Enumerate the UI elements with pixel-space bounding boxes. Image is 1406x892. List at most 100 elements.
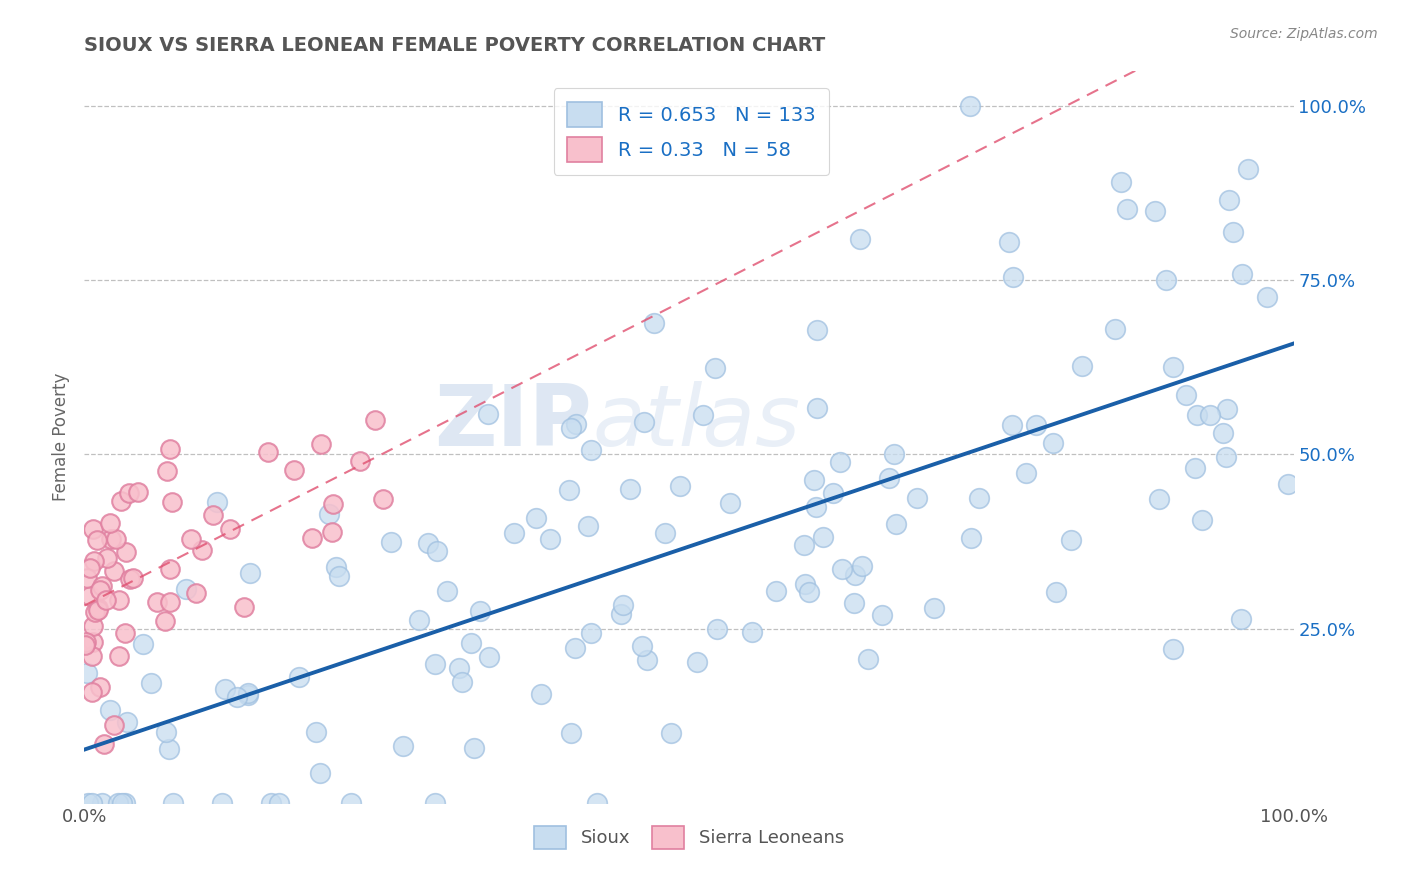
Point: [967, 491, 990, 505]
Point: [524, 511, 547, 525]
Legend: Sioux, Sierra Leoneans: Sioux, Sierra Leoneans: [523, 814, 855, 860]
Point: [87, 601, 110, 615]
Point: [267, 796, 290, 810]
Point: [1060, 533, 1083, 548]
Point: [560, 725, 582, 739]
Point: [77, 796, 100, 810]
Point: [79, 561, 101, 575]
Point: [201, 508, 224, 522]
Point: [1002, 269, 1025, 284]
Point: [159, 442, 181, 457]
Point: [232, 599, 254, 614]
Point: [73, 638, 96, 652]
Point: [1154, 273, 1177, 287]
Point: [870, 607, 893, 622]
Point: [959, 99, 981, 113]
Point: [89, 583, 111, 598]
Point: [162, 796, 184, 810]
Point: [793, 538, 815, 552]
Point: [1147, 492, 1170, 507]
Point: [156, 464, 179, 478]
Point: [1042, 436, 1064, 450]
Point: [631, 639, 654, 653]
Point: [98, 516, 121, 531]
Point: [1001, 417, 1024, 432]
Point: [538, 532, 561, 546]
Point: [127, 484, 149, 499]
Point: [86, 533, 108, 547]
Point: [503, 526, 526, 541]
Point: [98, 703, 121, 717]
Point: [107, 796, 129, 810]
Point: [236, 688, 259, 702]
Point: [922, 600, 945, 615]
Point: [884, 517, 907, 532]
Point: [804, 500, 827, 514]
Point: [364, 412, 387, 426]
Point: [371, 491, 394, 506]
Point: [93, 737, 115, 751]
Point: [118, 572, 141, 586]
Point: [610, 607, 633, 622]
Point: [91, 578, 114, 592]
Point: [811, 530, 834, 544]
Point: [718, 496, 741, 510]
Point: [1198, 409, 1220, 423]
Point: [82, 685, 104, 699]
Point: [806, 323, 828, 337]
Point: [1191, 513, 1213, 527]
Point: [877, 470, 900, 484]
Point: [108, 593, 131, 607]
Point: [1215, 401, 1237, 416]
Point: [842, 596, 865, 610]
Point: [478, 650, 501, 665]
Point: [100, 532, 122, 546]
Point: [1109, 175, 1132, 189]
Point: [380, 535, 402, 549]
Point: [1212, 426, 1234, 441]
Point: [799, 585, 821, 599]
Point: [87, 603, 110, 617]
Point: [155, 725, 177, 739]
Point: [1215, 450, 1237, 464]
Point: [470, 604, 492, 618]
Point: [139, 676, 162, 690]
Point: [477, 407, 499, 421]
Point: [1104, 322, 1126, 336]
Point: [1230, 612, 1253, 626]
Y-axis label: Female Poverty: Female Poverty: [52, 373, 70, 501]
Point: [114, 796, 136, 810]
Point: [654, 526, 676, 541]
Point: [706, 622, 728, 636]
Point: [94, 593, 117, 607]
Point: [1161, 642, 1184, 657]
Point: [1175, 387, 1198, 401]
Point: [174, 582, 197, 596]
Point: [82, 522, 104, 536]
Point: [309, 437, 332, 451]
Point: [998, 235, 1021, 249]
Point: [103, 565, 125, 579]
Point: [425, 796, 447, 810]
Point: [340, 796, 363, 810]
Point: [118, 485, 141, 500]
Point: [576, 519, 599, 533]
Point: [226, 690, 249, 705]
Point: [959, 531, 981, 545]
Point: [1025, 417, 1047, 432]
Point: [1071, 359, 1094, 373]
Point: [305, 725, 328, 739]
Point: [308, 766, 330, 780]
Point: [1218, 193, 1240, 207]
Point: [1184, 461, 1206, 475]
Point: [107, 649, 129, 664]
Point: [883, 447, 905, 461]
Point: [856, 651, 879, 665]
Point: [1116, 202, 1139, 217]
Point: [184, 585, 207, 599]
Point: [205, 495, 228, 509]
Point: [391, 739, 413, 753]
Point: [82, 648, 104, 663]
Point: [619, 482, 641, 496]
Point: [83, 554, 105, 568]
